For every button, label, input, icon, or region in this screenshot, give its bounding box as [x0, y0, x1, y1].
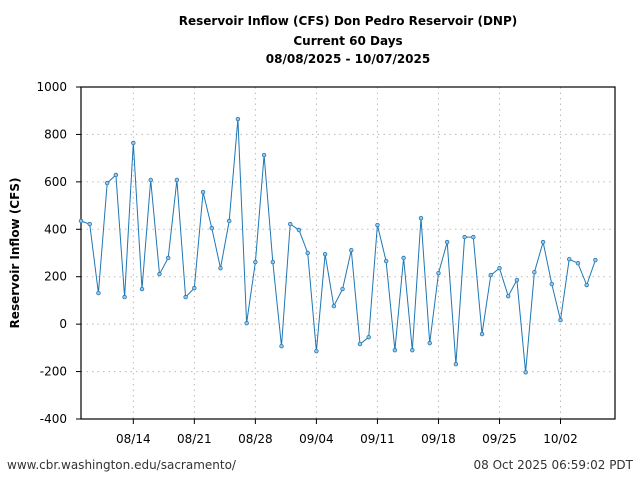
y-tick-label: -200 [40, 365, 67, 379]
data-point [584, 282, 589, 288]
data-point [253, 259, 258, 265]
x-tick-label: 09/18 [421, 432, 456, 446]
data-point [200, 189, 206, 195]
chart-title-line-1: Reservoir Inflow (CFS) Don Pedro Reservo… [178, 14, 518, 28]
y-tick-label: 800 [44, 127, 67, 141]
y-tick-label: 1000 [36, 80, 67, 94]
data-point [305, 250, 310, 256]
data-point [418, 215, 424, 221]
x-tick-label: 09/11 [360, 432, 395, 446]
x-tick-label: 10/02 [543, 432, 578, 446]
data-point [444, 239, 450, 245]
data-point [506, 293, 511, 299]
data-point [104, 180, 110, 186]
y-tick-label: 600 [44, 175, 67, 189]
data-point [139, 286, 145, 292]
data-point [375, 222, 380, 228]
data-point [349, 247, 354, 253]
data-point [174, 177, 180, 183]
data-point [314, 348, 319, 354]
data-point [261, 152, 267, 158]
data-point [514, 277, 520, 283]
x-tick-label: 08/28 [238, 432, 273, 446]
chart-title-line-3: 08/08/2025 - 10/07/2025 [265, 52, 431, 66]
series-line [80, 118, 596, 373]
data-point [488, 272, 493, 278]
data-point [593, 257, 598, 263]
data-point [558, 317, 563, 323]
data-point [218, 265, 223, 271]
data-point [322, 251, 328, 257]
data-point [410, 348, 415, 353]
data-point [270, 259, 276, 265]
data-point [479, 331, 485, 337]
generated-timestamp: 08 Oct 2025 06:59:02 PDT [473, 458, 633, 472]
data-point [540, 239, 546, 245]
data-point [244, 320, 249, 326]
data-point [401, 255, 406, 261]
data-point [523, 370, 528, 375]
y-tick-label: -400 [40, 412, 67, 426]
data-point [288, 221, 293, 227]
source-url[interactable]: www.cbr.washington.edu/sacramento/ [7, 458, 236, 472]
data-point [549, 281, 554, 287]
data-point [471, 234, 476, 240]
data-point [279, 343, 284, 349]
data-point [227, 218, 232, 224]
data-point [366, 334, 371, 340]
data-point [235, 116, 241, 122]
data-point [183, 294, 188, 300]
data-point [331, 303, 337, 309]
data-point [575, 260, 581, 266]
data-point [427, 340, 432, 346]
data-point [78, 218, 84, 224]
data-point [340, 286, 345, 292]
y-tick-label: 400 [44, 222, 67, 236]
data-point [436, 270, 441, 276]
data-point [392, 348, 398, 353]
data-point [532, 270, 537, 275]
data-point [122, 294, 127, 300]
x-tick-label: 09/25 [482, 432, 517, 446]
data-point [131, 140, 136, 146]
data-point [357, 341, 363, 347]
y-axis-label: Reservoir Inflow (CFS) [8, 178, 22, 329]
data-point [157, 271, 162, 277]
data-point [453, 362, 459, 367]
data-point [567, 256, 572, 262]
y-tick-label: 0 [59, 317, 67, 331]
x-tick-label: 08/21 [177, 432, 212, 446]
data-point [192, 285, 197, 291]
data-point [296, 227, 302, 233]
plot-frame [80, 86, 616, 420]
data-point [165, 255, 171, 261]
data-point [113, 172, 119, 178]
x-tick-label: 09/04 [299, 432, 334, 446]
data-point [383, 258, 389, 264]
data-point [87, 221, 92, 227]
x-tick-label: 08/14 [116, 432, 151, 446]
data-point [96, 290, 101, 296]
data-point [462, 234, 467, 240]
chart-title-line-2: Current 60 Days [293, 34, 403, 48]
data-point [148, 177, 153, 183]
data-point [497, 265, 502, 271]
y-tick-label: 200 [44, 270, 67, 284]
data-point [209, 225, 214, 231]
